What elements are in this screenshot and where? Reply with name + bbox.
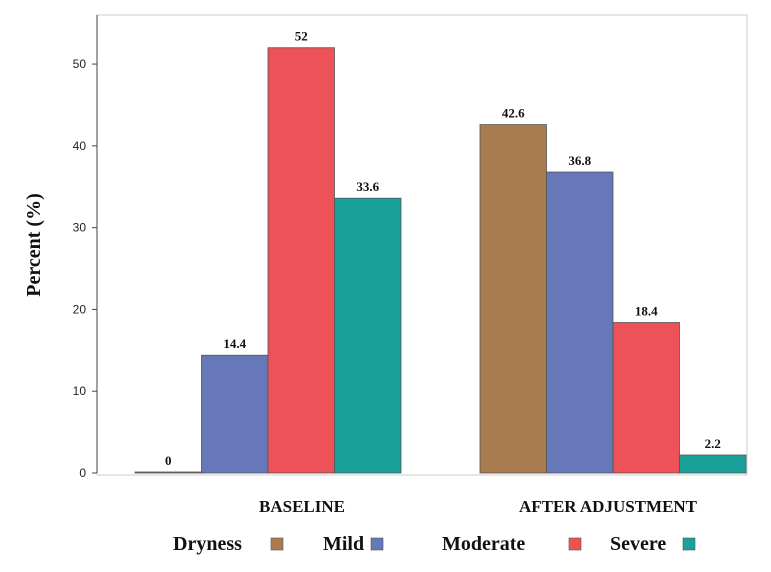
- bar-mild-after-adjustment: [546, 171, 614, 474]
- legend-label-moderate: Moderate: [442, 533, 525, 555]
- data-labels: 0 14.4 52 33.6 42.6 36.8 18.4 2.2: [165, 29, 721, 468]
- data-label-mild: 36.8: [568, 153, 591, 168]
- category-label: AFTER ADJUSTMENT: [519, 497, 698, 516]
- y-tick-label: 20: [73, 302, 87, 316]
- data-label-severe: 2.2: [705, 436, 721, 451]
- data-label-mild: 14.4: [223, 336, 246, 351]
- data-label-dryness: 42.6: [502, 106, 525, 121]
- y-tick-label: 30: [73, 221, 87, 235]
- legend-label-dryness: Dryness: [173, 533, 242, 555]
- y-axis: 0 10 20 30 40 50: [73, 15, 98, 480]
- bar-moderate-baseline: [267, 47, 335, 474]
- data-label-severe: 33.6: [356, 179, 379, 194]
- legend-swatch-mild: [370, 537, 384, 551]
- y-tick-label: 0: [79, 466, 86, 480]
- legend-swatch-dryness: [270, 537, 284, 551]
- bar-dryness-after-adjustment: [479, 124, 547, 474]
- legend-swatch-severe: [682, 537, 696, 551]
- y-axis-title: Percent (%): [23, 193, 45, 296]
- category-label: BASELINE: [259, 497, 345, 516]
- y-tick-label: 10: [73, 384, 87, 398]
- bar-severe-baseline: [334, 197, 402, 474]
- data-label-moderate: 52: [295, 29, 308, 44]
- data-label-dryness: 0: [165, 453, 172, 468]
- legend-label-severe: Severe: [610, 533, 666, 555]
- bars: [134, 47, 747, 474]
- legend-swatch-moderate: [568, 537, 582, 551]
- bar-severe-after-adjustment: [679, 454, 747, 474]
- bar-mild-baseline: [201, 354, 269, 474]
- bar-moderate-after-adjustment: [612, 322, 680, 474]
- bar-dryness-baseline: [134, 471, 202, 474]
- data-label-moderate: 18.4: [635, 304, 658, 319]
- y-tick-label: 50: [73, 57, 87, 71]
- legend: Dryness Mild Moderate Severe: [173, 533, 696, 555]
- category-labels: BASELINE AFTER ADJUSTMENT: [259, 497, 698, 516]
- y-tick-label: 40: [73, 139, 87, 153]
- legend-label-mild: Mild: [323, 533, 364, 555]
